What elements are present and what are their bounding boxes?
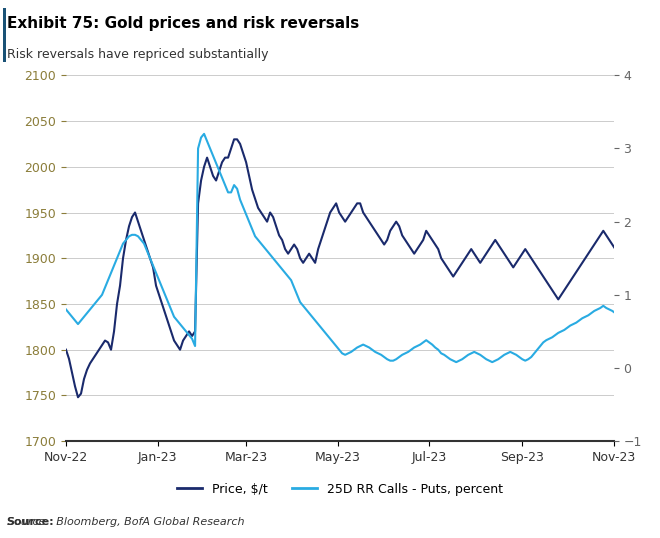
Text: Risk reversals have repriced substantially: Risk reversals have repriced substantial… (7, 48, 268, 61)
Text: Source:  Bloomberg, BofA Global Research: Source: Bloomberg, BofA Global Research (7, 517, 244, 527)
Legend: Price, $/t, 25D RR Calls - Puts, percent: Price, $/t, 25D RR Calls - Puts, percent (172, 478, 508, 501)
Text: Source:: Source: (7, 517, 54, 527)
Text: Exhibit 75: Gold prices and risk reversals: Exhibit 75: Gold prices and risk reversa… (7, 16, 359, 31)
